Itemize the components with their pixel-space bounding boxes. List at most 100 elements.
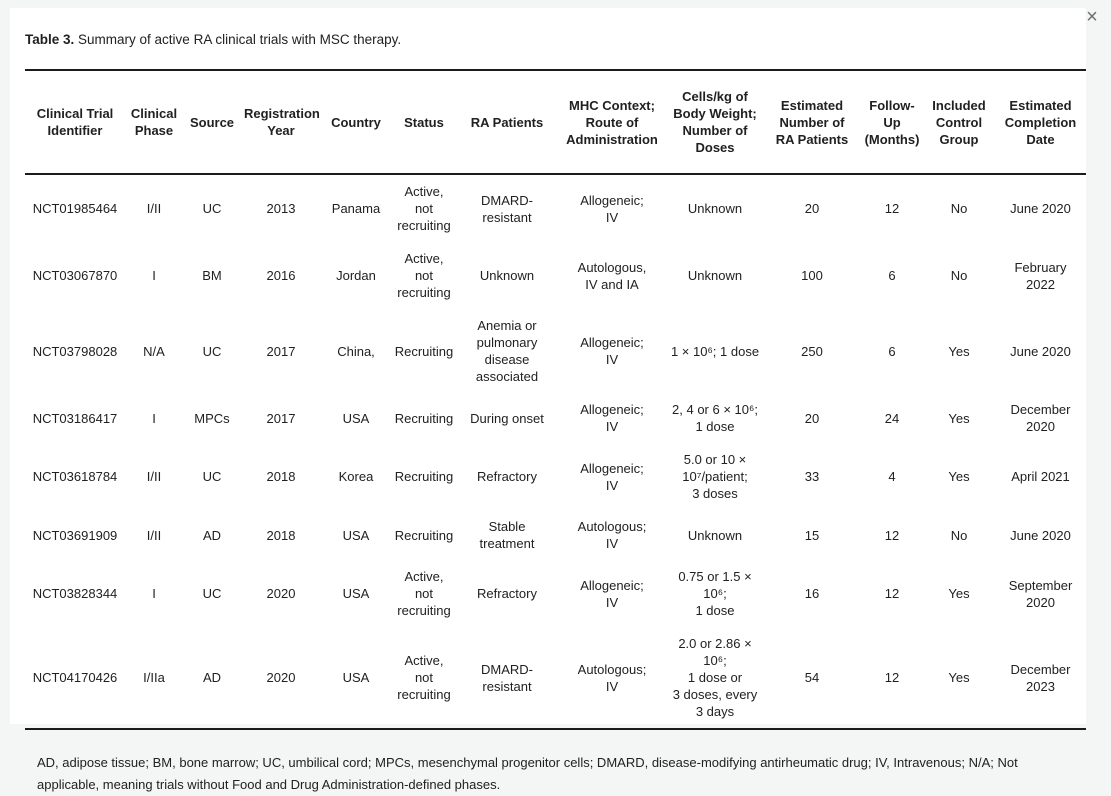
- table-cell: NCT03828344: [32, 586, 118, 601]
- table-cell: NCT03618784: [32, 469, 118, 484]
- table-cell: No: [950, 268, 968, 283]
- table-cell: 24: [884, 410, 900, 426]
- table-cell: Allogeneic; IV: [580, 335, 644, 367]
- table-cell: USA: [342, 410, 370, 426]
- table-cell: Autologous; IV: [577, 519, 647, 551]
- table-cell: I: [152, 586, 156, 601]
- page-background: { "colors": { "page_background": "#f4f5f…: [10, 6, 1103, 792]
- table-cell: December 2023: [1010, 661, 1071, 694]
- table-cell: NCT03691909: [32, 527, 118, 543]
- table-cell: 4: [888, 469, 896, 484]
- table-cell: Yes: [948, 469, 970, 484]
- table-cell: December 2020: [1010, 402, 1071, 434]
- table-row: NCT03798028 N/A UC 2017 China, Recruiting Anem…: [25, 309, 1086, 393]
- table-cell: USA: [342, 586, 370, 601]
- table-cell: 2020: [266, 586, 296, 601]
- table-cell: USA: [342, 670, 370, 685]
- table-cell: Recruiting: [394, 527, 454, 543]
- table-caption-label: Table 3.: [25, 32, 75, 47]
- table-cell: June 2020: [1010, 527, 1071, 543]
- table-cell: Allogeneic; IV: [580, 577, 644, 610]
- column-header-10: Estimated Number of RA Patients: [763, 70, 861, 175]
- table-cell: Unknown: [687, 268, 743, 283]
- table-cell: 15: [804, 527, 820, 543]
- table-cell: I/II: [146, 469, 162, 484]
- table-cell: 2016: [266, 268, 296, 283]
- table-body: NCT01985464 I/II UC 2013 Panama Active, not r…: [25, 174, 1086, 729]
- table-cell: Active, not recruiting: [397, 251, 451, 300]
- table-cell: UC: [202, 343, 222, 359]
- table-cell: 20: [804, 410, 820, 426]
- table-cell: 2013: [266, 201, 296, 216]
- table-cell: 33: [804, 469, 820, 484]
- table-cell: June 2020: [1010, 201, 1071, 216]
- table-cell: Active, not recruiting: [397, 653, 451, 702]
- table-cell: 250: [801, 343, 823, 359]
- column-header-3: Source: [183, 70, 241, 175]
- table-cell: Active, not recruiting: [397, 184, 451, 233]
- table-row: NCT03618784 I/II UC 2018 Korea Recruiting Refr…: [25, 443, 1086, 510]
- table-cell: 2017: [266, 410, 296, 426]
- table-cell: Recruiting: [394, 343, 454, 359]
- table-cell: 2020: [266, 670, 296, 685]
- table-cell: 12: [884, 201, 900, 216]
- table-cell: USA: [342, 527, 370, 543]
- table-cell: Yes: [948, 343, 970, 359]
- table-cell: 20: [804, 201, 820, 216]
- table-cell: AD: [202, 527, 222, 543]
- table-cell: Refractory: [477, 586, 537, 601]
- table-cell: Yes: [948, 670, 970, 685]
- table-row: NCT03067870 I BM 2016 Jordan Active, not recr…: [25, 242, 1086, 309]
- table-cell: February 2022: [1014, 259, 1067, 292]
- column-header-9: Cells/kg of Body Weight; Number of Doses: [667, 70, 763, 175]
- column-header-12: Included Control Group: [923, 70, 995, 175]
- table-cell: 12: [884, 586, 900, 601]
- table-cell: NCT03798028: [32, 343, 118, 359]
- column-header-11: Follow- Up (Months): [861, 70, 923, 175]
- table-cell: Active, not recruiting: [397, 569, 451, 618]
- table-cell: I: [152, 410, 156, 426]
- table-row: NCT04170426 I/IIa AD 2020 USA Active, not rec…: [25, 627, 1086, 729]
- table-cell: 12: [884, 670, 900, 685]
- table-cell: Unknown: [687, 201, 743, 216]
- table-cell: Unknown: [479, 268, 535, 283]
- table-caption-text: Summary of active RA clinical trials wit…: [74, 32, 402, 47]
- table-cell: 1 × 10⁶; 1 dose: [670, 343, 760, 359]
- table-cell: UC: [202, 586, 222, 601]
- table-cell: NCT04170426: [32, 670, 118, 685]
- table-cell: 6: [888, 343, 896, 359]
- table-cell: Refractory: [477, 469, 537, 484]
- table-cell: AD: [202, 670, 222, 685]
- table-cell: 2017: [266, 343, 296, 359]
- table-cell: 2018: [266, 527, 296, 543]
- table-cell: I/II: [146, 527, 162, 543]
- column-header-1: Clinical Trial Identifier: [25, 70, 125, 175]
- column-header-5: Country: [321, 70, 391, 175]
- table-cell: 12: [884, 527, 900, 543]
- table-cell: Autologous; IV: [577, 661, 647, 694]
- table-cell: 2.0 or 2.86 × 10⁶; 1 dose or 3 doses, ev…: [672, 636, 758, 719]
- table-cell: I/IIa: [143, 670, 165, 685]
- table-cell: NCT03186417: [32, 410, 118, 426]
- table-cell: September 2020: [1008, 577, 1073, 610]
- table-cell: Unknown: [687, 527, 743, 543]
- table-cell: Yes: [948, 410, 970, 426]
- table-cell: 16: [804, 586, 820, 601]
- table-caption: Table 3. Summary of active RA clinical t…: [25, 32, 1086, 47]
- table-cell: N/A: [143, 343, 165, 359]
- close-icon[interactable]: ×: [1081, 6, 1103, 28]
- table-cell: No: [950, 201, 968, 216]
- table-cell: Anemia or pulmonary disease associated: [475, 318, 539, 384]
- table-cell: Autologous, IV and IA: [577, 259, 647, 292]
- table-cell: Allogeneic; IV: [580, 192, 644, 225]
- table-row: NCT01985464 I/II UC 2013 Panama Active, not r…: [25, 174, 1086, 242]
- table-cell: Recruiting: [394, 469, 454, 484]
- table-cell: BM: [202, 268, 222, 283]
- column-header-6: Status: [391, 70, 457, 175]
- table-cell: 54: [804, 670, 820, 685]
- table-header-row: Clinical Trial Identifier Clinical Phase S…: [25, 70, 1086, 175]
- column-header-13: Estimated Completion Date: [995, 70, 1086, 175]
- table-cell: 2, 4 or 6 × 10⁶; 1 dose: [672, 402, 758, 434]
- table-cell: 100: [801, 268, 823, 283]
- table-cell: NCT03067870: [32, 268, 118, 283]
